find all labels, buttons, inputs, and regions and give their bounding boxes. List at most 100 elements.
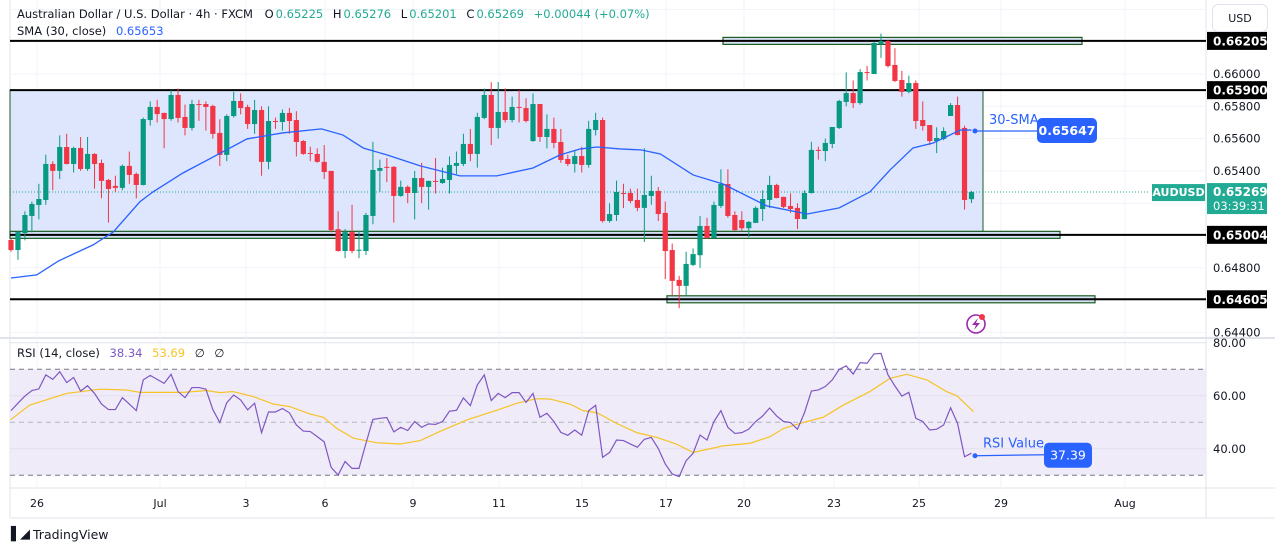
candle — [885, 40, 891, 68]
candle — [801, 190, 808, 220]
candle — [182, 104, 188, 136]
candle-body — [439, 178, 446, 184]
candle-body — [739, 219, 745, 229]
candle-body — [78, 147, 84, 169]
low-label: L — [400, 7, 408, 21]
candle — [71, 146, 77, 173]
candle — [739, 211, 745, 231]
rsi-extra-2: ∅ — [214, 346, 225, 360]
candle-body — [941, 131, 947, 139]
candle-body — [98, 162, 105, 181]
x-tick-label: 15 — [575, 497, 589, 510]
candle — [634, 188, 640, 212]
candle — [829, 126, 835, 149]
candle — [286, 107, 292, 134]
candle-body — [168, 94, 174, 120]
candle-body — [913, 83, 919, 121]
low-value: 0.65201 — [409, 7, 457, 21]
level-price-label: 0.65900 — [1213, 84, 1268, 98]
candle-body — [648, 190, 654, 196]
x-tick-label: 20 — [737, 497, 751, 510]
candle — [154, 99, 160, 123]
x-tick-label: 9 — [410, 497, 417, 510]
price-tick-label: 0.65800 — [1213, 99, 1261, 113]
candle-body — [84, 153, 91, 169]
candle — [419, 162, 425, 204]
sma-callout-box — [1037, 118, 1097, 144]
candle — [238, 93, 244, 115]
candle — [210, 104, 216, 139]
sma-legend[interactable]: SMA (30, close) 0.65653 — [17, 24, 166, 38]
candle-body — [808, 149, 814, 194]
candle — [342, 229, 348, 259]
candle-body — [746, 221, 752, 229]
candle-body — [829, 126, 835, 144]
close-value: 0.65269 — [476, 7, 524, 21]
candle — [15, 231, 21, 260]
candle-body — [885, 41, 891, 67]
candle — [871, 41, 877, 74]
candle — [426, 180, 432, 210]
candle — [516, 90, 522, 123]
lightning-icon[interactable] — [966, 314, 986, 334]
candle — [836, 99, 842, 129]
candle — [349, 204, 355, 254]
candle — [683, 251, 689, 296]
rsi-legend[interactable]: RSI (14, close) 38.34 53.69 ∅ ∅ — [17, 346, 226, 360]
candle-body — [927, 125, 933, 142]
last-price-label-bg — [1207, 183, 1267, 215]
candle — [495, 82, 501, 139]
candle-body — [725, 183, 731, 216]
candle-body — [405, 186, 411, 194]
candle — [112, 175, 118, 192]
candle-body — [579, 156, 585, 165]
candle — [551, 117, 557, 149]
candle-body — [105, 179, 112, 189]
candle-body — [50, 163, 56, 171]
candle-body — [836, 100, 842, 128]
candle-body — [899, 79, 905, 92]
candle — [133, 172, 139, 199]
rsi-line — [10, 352, 972, 478]
candle-body — [822, 142, 828, 152]
candle-body — [8, 240, 14, 251]
candle — [29, 201, 35, 233]
candle — [676, 275, 682, 309]
level-price-label: 0.64605 — [1213, 293, 1268, 307]
candle-body — [767, 184, 773, 200]
price-tick-label: 0.64800 — [1213, 261, 1261, 275]
candle-body — [676, 279, 682, 286]
candle — [627, 188, 634, 204]
candle-body — [419, 178, 425, 187]
candle — [697, 216, 703, 268]
candle-body — [871, 42, 877, 74]
candle-body — [815, 149, 821, 151]
candle — [175, 88, 181, 123]
candle — [899, 70, 905, 97]
candle — [662, 201, 668, 280]
currency-button[interactable]: USD — [1212, 4, 1268, 32]
symbol-title: Australian Dollar / U.S. Dollar · 4h · F… — [17, 7, 253, 21]
candle-body — [328, 170, 334, 231]
candle-body — [530, 104, 536, 142]
candle-body — [934, 137, 940, 142]
lightning-icon-bolt — [972, 318, 980, 330]
candle-body — [57, 146, 63, 171]
candle-body — [655, 190, 661, 215]
candle-body — [22, 214, 28, 234]
level-price-label-bg — [1207, 290, 1267, 309]
rsi-callout-value: 37.39 — [1050, 448, 1086, 463]
candle-body — [593, 120, 599, 131]
candle — [530, 93, 536, 142]
candle — [356, 230, 362, 259]
candle-body — [314, 153, 320, 162]
candle — [690, 248, 696, 267]
candle-body — [175, 94, 181, 118]
candle — [105, 178, 112, 223]
high-label: H — [332, 7, 342, 21]
candle-body — [690, 254, 696, 265]
candle-body — [238, 100, 244, 109]
candle-body — [586, 128, 592, 165]
tradingview-branding[interactable]: ▌◢ TradingView — [11, 527, 109, 542]
